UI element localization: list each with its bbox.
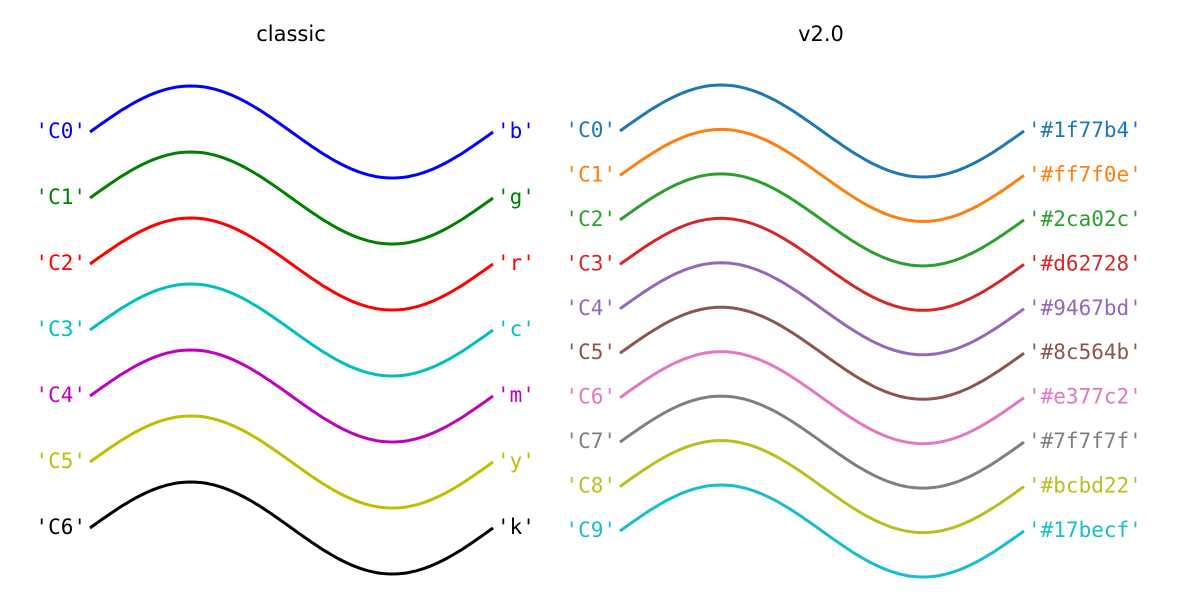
color-label: 'g': [497, 185, 535, 209]
cycle-name: 'C9': [565, 518, 616, 542]
cycle-name: 'C1': [565, 162, 616, 186]
sine-line: [619, 305, 1025, 401]
color-label: '#2ca02c': [1028, 207, 1142, 231]
color-label: '#8c564b': [1028, 340, 1142, 364]
cycle-name: 'C7': [565, 429, 616, 453]
sine-line: [619, 439, 1025, 535]
color-label: '#d62728': [1028, 251, 1142, 275]
cycle-name: 'C1': [35, 185, 86, 209]
cycle-name: 'C2': [35, 251, 86, 275]
panel-title: classic: [256, 22, 326, 46]
color-label: '#9467bd': [1028, 296, 1142, 320]
sine-line: [619, 216, 1025, 312]
color-label: '#7f7f7f': [1028, 429, 1142, 453]
color-label: '#bcbd22': [1028, 474, 1142, 498]
sine-line: [619, 83, 1025, 179]
cycle-name: 'C3': [35, 317, 86, 341]
cycle-name: 'C4': [565, 296, 616, 320]
sine-line: [89, 150, 494, 246]
color-label: 'r': [497, 251, 535, 275]
color-label: '#ff7f0e': [1028, 162, 1142, 186]
cycle-name: 'C6': [35, 515, 86, 539]
cycle-name: 'C6': [565, 385, 616, 409]
sine-line: [89, 282, 494, 378]
cycle-name: 'C8': [565, 474, 616, 498]
color-label: 'y': [497, 449, 535, 473]
sine-line: [89, 348, 494, 444]
sine-line: [619, 127, 1025, 223]
sine-line: [619, 172, 1025, 268]
color-label: '#1f77b4': [1028, 118, 1142, 142]
color-label: 'b': [497, 119, 535, 143]
sine-line: [619, 261, 1025, 357]
color-label: 'c': [497, 317, 535, 341]
sine-line: [89, 216, 494, 312]
cycle-name: 'C4': [35, 383, 86, 407]
cycle-name: 'C0': [565, 118, 616, 142]
cycle-name: 'C2': [565, 207, 616, 231]
sine-line: [89, 414, 494, 510]
color-label: 'm': [497, 383, 535, 407]
cycle-name: 'C0': [35, 119, 86, 143]
color-label: '#e377c2': [1028, 385, 1142, 409]
color-label: '#17becf': [1028, 518, 1142, 542]
cycle-name: 'C5': [35, 449, 86, 473]
sine-line: [619, 394, 1025, 490]
sine-line: [619, 350, 1025, 446]
panel-title: v2.0: [798, 22, 844, 46]
color-label: 'k': [497, 515, 535, 539]
cycle-name: 'C3': [565, 251, 616, 275]
sine-line: [619, 483, 1025, 579]
sine-line: [89, 480, 494, 576]
cycle-name: 'C5': [565, 340, 616, 364]
sine-line: [89, 84, 494, 180]
